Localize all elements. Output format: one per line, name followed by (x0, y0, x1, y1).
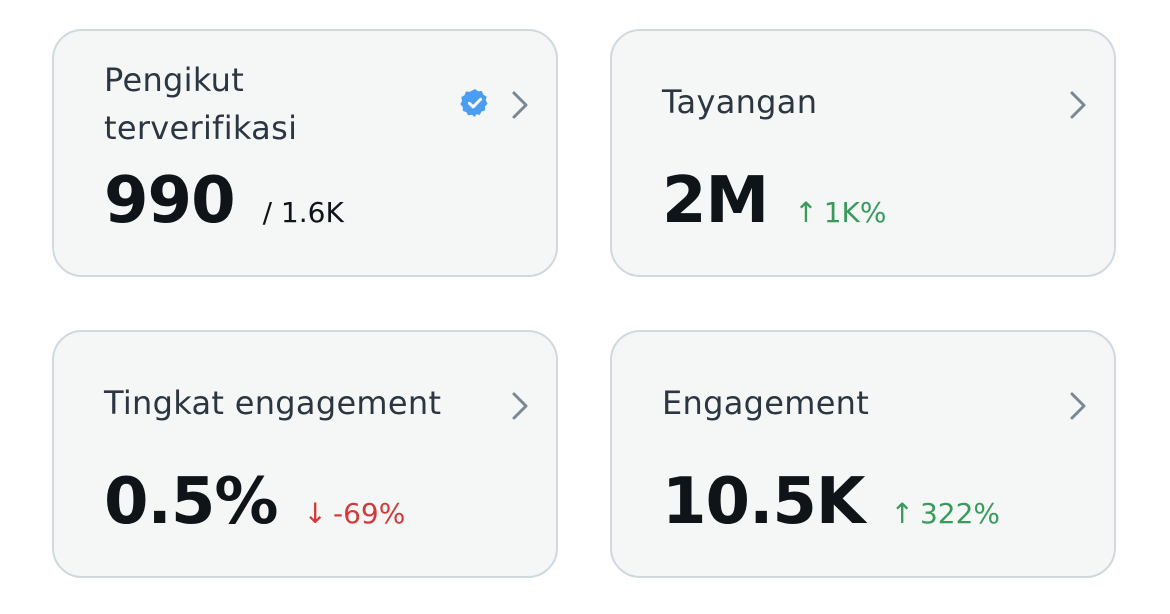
metric-delta-value: -69% (332, 497, 406, 530)
metric-value: 2M (662, 164, 769, 238)
chevron-right-icon[interactable] (1064, 386, 1092, 426)
arrow-up-icon: ↑ (890, 497, 914, 530)
metric-value: 990 (104, 164, 236, 238)
card-verified-followers[interactable]: Pengikut terverifikasi 990 / 1.6K (52, 29, 558, 277)
chevron-right-icon[interactable] (1064, 85, 1092, 125)
chevron-right-icon[interactable] (506, 85, 534, 125)
card-value-row: 2M ↑ 1K% (662, 161, 886, 241)
metric-value: 10.5K (662, 465, 865, 539)
metric-value: 0.5% (104, 465, 278, 539)
arrow-down-icon: ↓ (303, 497, 327, 530)
card-title-line1: Pengikut (104, 61, 245, 99)
card-engagements[interactable]: Engagement 10.5K ↑ 322% (610, 330, 1116, 578)
card-impressions[interactable]: Tayangan 2M ↑ 1K% (610, 29, 1116, 277)
card-engagement-rate[interactable]: Tingkat engagement 0.5% ↓ -69% (52, 330, 558, 578)
verified-badge-icon (459, 87, 491, 119)
card-title-line2: terverifikasi (104, 109, 298, 147)
arrow-up-icon: ↑ (794, 196, 818, 229)
card-title: Tingkat engagement (104, 384, 442, 422)
card-value-row: 10.5K ↑ 322% (662, 462, 1000, 542)
card-value-row: 990 / 1.6K (104, 161, 344, 241)
chevron-right-icon[interactable] (506, 386, 534, 426)
card-title: Pengikut terverifikasi (104, 56, 404, 152)
metric-delta-value: 322% (919, 497, 1001, 530)
metric-delta: ↓ -69% (304, 497, 406, 530)
card-value-row: 0.5% ↓ -69% (104, 462, 405, 542)
card-title: Tayangan (662, 83, 818, 121)
metric-total: / 1.6K (262, 196, 344, 229)
metric-delta: ↑ 322% (891, 497, 1001, 530)
card-title: Engagement (662, 384, 870, 422)
metric-delta: ↑ 1K% (794, 196, 886, 229)
metric-delta-value: 1K% (823, 196, 887, 229)
